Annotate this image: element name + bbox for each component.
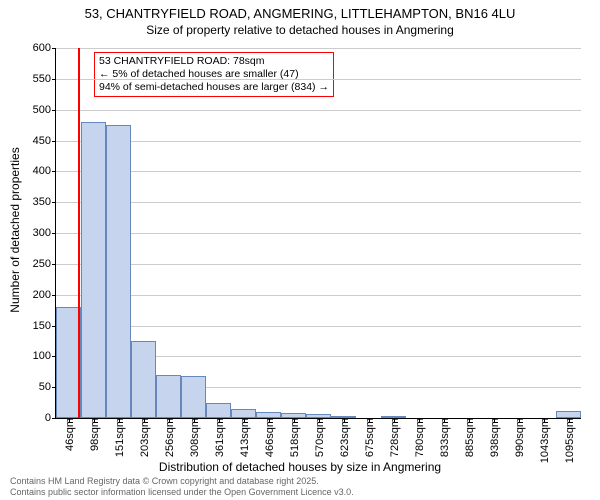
xtick-label: 518sqm	[287, 418, 301, 457]
bar	[181, 376, 206, 418]
gridline	[56, 264, 581, 265]
xtick-label: 1043sqm	[537, 418, 551, 463]
footer-line-2: Contains public sector information licen…	[10, 487, 354, 498]
ytick-label: 300	[33, 227, 56, 239]
ytick-label: 50	[39, 381, 56, 393]
xtick-label: 728sqm	[387, 418, 401, 457]
xtick-label: 46sqm	[62, 418, 76, 451]
plot-area: 53 CHANTRYFIELD ROAD: 78sqm← 5% of detac…	[55, 48, 581, 419]
gridline	[56, 233, 581, 234]
bar	[131, 341, 156, 418]
gridline	[56, 295, 581, 296]
xtick-label: 308sqm	[187, 418, 201, 457]
gridline	[56, 202, 581, 203]
annotation-box: 53 CHANTRYFIELD ROAD: 78sqm← 5% of detac…	[94, 52, 334, 97]
xtick-label: 780sqm	[412, 418, 426, 457]
xtick-label: 98sqm	[87, 418, 101, 451]
ytick-label: 0	[45, 412, 56, 424]
xtick-label: 990sqm	[512, 418, 526, 457]
xtick-label: 938sqm	[487, 418, 501, 457]
annotation-line: 53 CHANTRYFIELD ROAD: 78sqm	[99, 55, 329, 68]
ytick-label: 200	[33, 289, 56, 301]
bar	[81, 122, 106, 418]
ytick-label: 350	[33, 196, 56, 208]
footer-line-1: Contains HM Land Registry data © Crown c…	[10, 476, 354, 487]
gridline	[56, 141, 581, 142]
bar	[231, 409, 256, 418]
chart-title: 53, CHANTRYFIELD ROAD, ANGMERING, LITTLE…	[0, 0, 600, 23]
gridline	[56, 48, 581, 49]
x-axis-label: Distribution of detached houses by size …	[0, 460, 600, 474]
xtick-label: 833sqm	[437, 418, 451, 457]
bar	[106, 125, 131, 418]
annotation-line: 94% of semi-detached houses are larger (…	[99, 81, 329, 94]
xtick-label: 203sqm	[137, 418, 151, 457]
xtick-label: 413sqm	[237, 418, 251, 457]
bar	[156, 375, 181, 418]
xtick-label: 151sqm	[112, 418, 126, 457]
ytick-label: 550	[33, 73, 56, 85]
ytick-label: 250	[33, 258, 56, 270]
bar	[206, 403, 231, 418]
xtick-label: 1095sqm	[562, 418, 576, 463]
xtick-label: 623sqm	[337, 418, 351, 457]
gridline	[56, 79, 581, 80]
ytick-label: 500	[33, 104, 56, 116]
xtick-label: 466sqm	[262, 418, 276, 457]
xtick-label: 256sqm	[162, 418, 176, 457]
xtick-label: 885sqm	[462, 418, 476, 457]
bar	[556, 411, 581, 418]
xtick-label: 361sqm	[212, 418, 226, 457]
ytick-label: 600	[33, 42, 56, 54]
gridline	[56, 110, 581, 111]
y-axis-label: Number of detached properties	[8, 147, 22, 312]
ytick-label: 400	[33, 165, 56, 177]
chart-subtitle: Size of property relative to detached ho…	[0, 23, 600, 39]
xtick-label: 675sqm	[362, 418, 376, 457]
xtick-label: 570sqm	[312, 418, 326, 457]
property-marker-line	[78, 48, 80, 418]
ytick-label: 100	[33, 350, 56, 362]
ytick-label: 450	[33, 135, 56, 147]
ytick-label: 150	[33, 320, 56, 332]
gridline	[56, 326, 581, 327]
gridline	[56, 171, 581, 172]
footer-attribution: Contains HM Land Registry data © Crown c…	[10, 476, 354, 498]
chart-container: 53, CHANTRYFIELD ROAD, ANGMERING, LITTLE…	[0, 0, 600, 500]
